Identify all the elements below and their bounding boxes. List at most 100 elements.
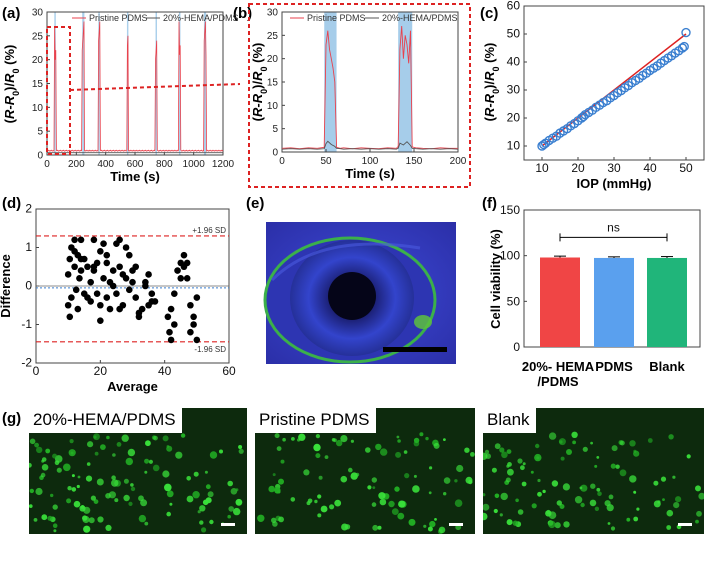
cell — [94, 451, 99, 456]
cell — [93, 435, 97, 439]
cell — [660, 476, 667, 482]
cell — [559, 440, 563, 444]
cell — [483, 493, 486, 497]
data-point — [103, 259, 111, 267]
data-point — [90, 263, 98, 271]
data-point — [125, 286, 133, 294]
cell — [144, 458, 150, 464]
cell — [169, 502, 173, 506]
y-tick-label: 5 — [272, 124, 278, 135]
cell — [334, 499, 342, 507]
panel-label-e: (e) — [246, 195, 264, 212]
data-point — [193, 294, 201, 301]
y-tick-label: 30 — [507, 83, 521, 97]
data-point — [135, 309, 143, 317]
cell — [52, 523, 58, 528]
cell — [175, 451, 183, 459]
cell — [507, 462, 512, 467]
cell — [272, 473, 276, 477]
cell — [388, 500, 395, 508]
cell — [86, 462, 91, 466]
cell — [580, 502, 585, 508]
x-tick-label: 40 — [158, 364, 172, 378]
data-point — [174, 267, 181, 274]
data-point — [66, 255, 74, 263]
cell — [633, 449, 637, 453]
cell — [227, 514, 231, 519]
data-point — [87, 278, 94, 286]
category-label: 20%- HEMA/PDMS — [522, 359, 595, 389]
x-axis-label: Time (s) — [110, 169, 160, 184]
pulse-highlight — [203, 12, 207, 155]
cell — [666, 509, 674, 517]
panel-label-c: (c) — [480, 5, 498, 22]
cell — [429, 520, 436, 528]
cell — [290, 497, 296, 502]
cell — [180, 433, 186, 438]
cell — [554, 522, 561, 529]
cell — [443, 492, 447, 496]
x-tick-label: 60 — [222, 364, 236, 378]
cell — [653, 480, 659, 486]
cell — [545, 510, 552, 517]
cell — [537, 491, 542, 497]
cell — [166, 445, 170, 448]
cell — [76, 484, 80, 489]
cell — [148, 459, 153, 464]
cell — [397, 512, 405, 520]
data-point — [132, 263, 140, 271]
cell — [41, 457, 47, 462]
cell — [594, 506, 600, 511]
data-point — [167, 305, 175, 313]
y-tick-label: 10 — [267, 101, 279, 112]
cell — [307, 498, 313, 504]
cell — [505, 477, 511, 483]
cell — [130, 483, 134, 487]
x-tick-label: 10 — [535, 161, 549, 175]
cell — [238, 448, 244, 454]
cell — [454, 479, 458, 483]
cell — [619, 469, 627, 477]
cell — [41, 464, 49, 471]
data-point — [677, 43, 688, 53]
y-axis-label: (R-R0)/R0 (%) — [482, 43, 501, 122]
data-point — [77, 236, 85, 244]
scale-bar-e — [383, 347, 447, 352]
y-axis-label: (R-R0)/R0 (%) — [2, 45, 21, 124]
pulse-highlight — [54, 12, 56, 155]
x-tick-label: 100 — [362, 156, 379, 167]
cell — [589, 499, 597, 507]
micrograph-cells-hema — [29, 433, 244, 533]
data-point — [116, 236, 123, 244]
micrograph-hema: 20%-HEMA/PDMS — [29, 408, 247, 534]
cell — [36, 446, 43, 454]
pulse-highlight — [98, 12, 100, 155]
cell — [77, 475, 81, 479]
pulse-highlight — [324, 12, 337, 152]
zoom-frame-b — [248, 3, 471, 188]
cell — [52, 504, 58, 510]
data-point — [167, 336, 175, 344]
x-tick-label: 40 — [643, 161, 657, 175]
cell — [566, 449, 572, 455]
cell — [626, 517, 631, 522]
cell — [429, 466, 433, 470]
x-tick-label: 200 — [450, 156, 467, 167]
cell — [443, 477, 451, 484]
cell — [695, 485, 701, 492]
cell — [657, 500, 661, 504]
data-point — [71, 263, 78, 271]
cell — [73, 500, 81, 508]
y-tick-label: 25 — [267, 31, 279, 42]
y-tick-label: 5 — [37, 127, 43, 138]
y-tick-label: 25 — [32, 31, 44, 42]
data-point — [100, 240, 107, 247]
y-tick-label: 2 — [25, 202, 32, 216]
data-point — [84, 294, 91, 301]
cell — [276, 446, 282, 451]
cell — [324, 455, 329, 459]
cell — [596, 487, 601, 492]
micrograph-label: Blank — [483, 408, 536, 433]
